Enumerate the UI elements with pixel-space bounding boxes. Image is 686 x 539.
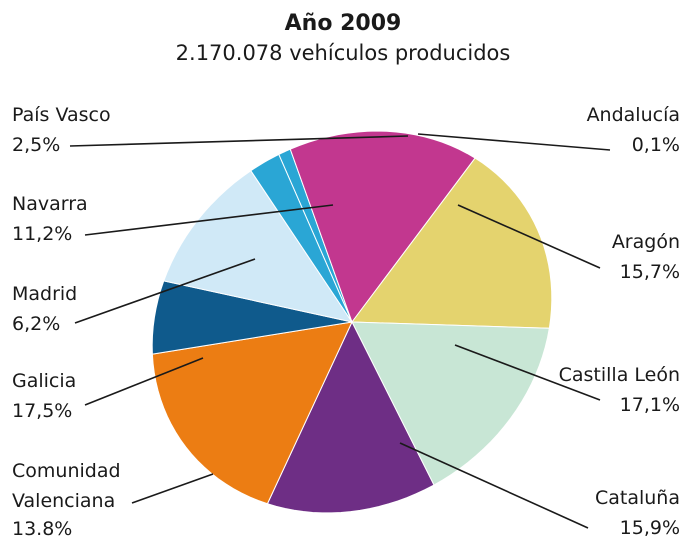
leader-line-cataluna bbox=[399, 442, 589, 529]
label-comunidad-valenciana-name-line1: Comunidad bbox=[12, 460, 121, 482]
label-aragon-name: Aragón bbox=[612, 231, 680, 253]
label-andalucia-value: 0,1% bbox=[632, 134, 680, 156]
label-galicia-value: 17,5% bbox=[12, 400, 72, 422]
leader-line-madrid bbox=[74, 258, 256, 324]
label-cataluna-value: 15,9% bbox=[620, 517, 680, 539]
label-pais-vasco-name: País Vasco bbox=[12, 104, 111, 126]
pie-slice-galicia bbox=[151, 321, 353, 505]
pie-slices bbox=[151, 130, 553, 514]
pie-slice-pais-vasco bbox=[250, 153, 353, 323]
label-aragon-value: 15,7% bbox=[620, 261, 680, 283]
label-andalucia-name: Andalucía bbox=[587, 104, 680, 126]
chart-subtitle: 2.170.078 vehículos producidos bbox=[176, 41, 511, 65]
label-comunidad-valenciana-value: 13.8% bbox=[12, 518, 72, 539]
pie-slice-castilla-leon bbox=[351, 157, 553, 329]
pie-slice-navarra bbox=[163, 169, 354, 323]
leader-line-aragon bbox=[457, 204, 601, 269]
label-madrid-value: 6,2% bbox=[12, 313, 60, 335]
label-galicia-name: Galicia bbox=[12, 370, 76, 392]
pie-slice-aragon bbox=[289, 130, 476, 324]
leader-line-navarra bbox=[84, 204, 334, 236]
leader-line-comunidad-valenciana bbox=[131, 473, 214, 504]
label-navarra-name: Navarra bbox=[12, 193, 88, 215]
leader-line-andalucia bbox=[417, 133, 611, 151]
pie-slice-madrid bbox=[151, 280, 353, 355]
label-madrid-name: Madrid bbox=[12, 283, 77, 305]
chart-title: Año 2009 bbox=[285, 11, 402, 36]
leader-line-galicia bbox=[84, 357, 204, 406]
label-pais-vasco-value: 2,5% bbox=[12, 134, 60, 156]
leader-line-castilla-leon bbox=[454, 344, 601, 401]
label-comunidad-valenciana-name-line2: Valenciana bbox=[12, 490, 115, 512]
label-navarra-value: 11,2% bbox=[12, 223, 72, 245]
pie-slice-andalucia bbox=[278, 148, 353, 323]
leader-line-pais-vasco bbox=[69, 135, 409, 147]
pie-slice-comunidad-valenciana bbox=[266, 320, 435, 514]
label-castilla-leon-name: Castilla León bbox=[559, 364, 680, 386]
label-castilla-leon-value: 17,1% bbox=[620, 394, 680, 416]
label-cataluna-name: Cataluña bbox=[595, 487, 680, 509]
leader-lines bbox=[69, 133, 611, 529]
